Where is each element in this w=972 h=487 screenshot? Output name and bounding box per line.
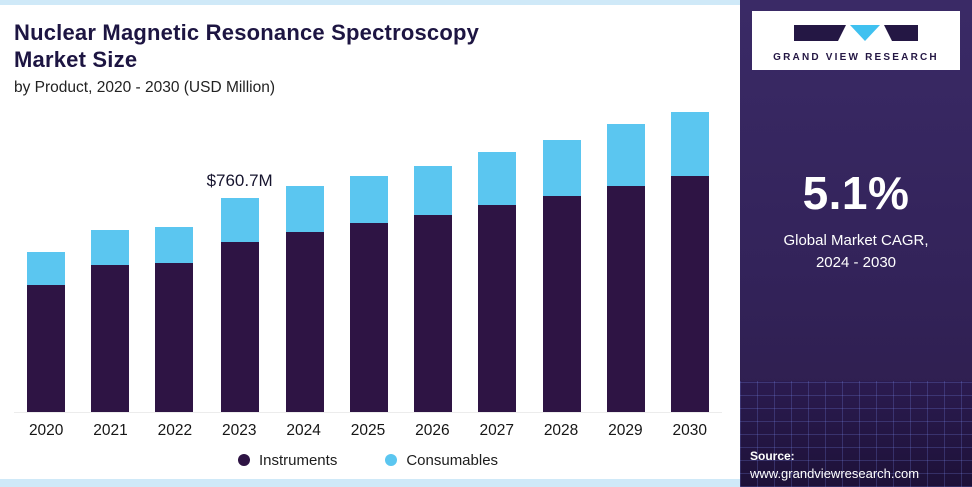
x-axis-label: 2020 [28, 421, 64, 439]
bar-column [529, 105, 593, 412]
cagr-label: Global Market CAGR, 2024 - 2030 [783, 230, 928, 274]
x-axis-label: 2023 [222, 421, 257, 439]
bar-column [337, 105, 401, 412]
x-axis-label: 2021 [93, 421, 128, 439]
x-axis-label: 2024 [286, 421, 321, 439]
bar-segment-consumables [91, 230, 130, 265]
legend-dot-icon [237, 454, 250, 467]
bar-column [465, 105, 529, 412]
brand-logo-text: GRAND VIEW RESEARCH [773, 52, 939, 63]
x-axis-label: 2025 [350, 421, 386, 439]
bar-segment-instruments [414, 215, 453, 412]
bar-segment-instruments [27, 285, 66, 412]
legend-dot-icon [385, 454, 398, 467]
chart-title-line-1: Nuclear Magnetic Resonance Spectroscopy [14, 20, 480, 45]
cagr-block: 5.1% Global Market CAGR, 2024 - 2030 [783, 166, 928, 274]
bar-column [78, 105, 142, 412]
bar-segment-consumables [478, 151, 517, 205]
x-axis-labels: 2020 2021 2022 2023 2024 2025 2026 2027 2028 2029… [14, 422, 722, 440]
cagr-label-line-1: Global Market CAGR, [783, 232, 929, 249]
brand-panel: GRAND VIEW RESEARCH 5.1% Global Market C… [740, 0, 972, 487]
bar-column [14, 105, 78, 412]
bar-segment-instruments [542, 195, 581, 412]
bar-column [594, 105, 658, 412]
x-axis-label: 2028 [543, 421, 579, 439]
globe-grid-decoration: Source: www.grandviewresearch.com [740, 381, 972, 487]
bar-segment-instruments [350, 223, 389, 412]
bar-segment-instruments [478, 204, 517, 412]
brand-logo: GRAND VIEW RESEARCH [752, 11, 960, 70]
bar-column [142, 105, 206, 412]
bar-segment-consumables [155, 227, 194, 263]
bar-column [658, 105, 722, 412]
bar-segment-consumables [542, 140, 581, 196]
chart-title: Nuclear Magnetic Resonance Spectroscopy … [14, 20, 722, 74]
bar-segment-consumables [414, 165, 453, 216]
bar-column [401, 105, 465, 412]
x-axis-label: 2030 [672, 421, 708, 439]
x-axis-label: 2026 [415, 421, 450, 439]
chart-panel: Nuclear Magnetic Resonance Spectroscopy … [0, 0, 740, 487]
legend-label: Instruments [258, 451, 338, 469]
bar-segment-consumables [350, 175, 389, 224]
brand-logo-icon [794, 25, 918, 41]
bar-segment-consumables [285, 186, 324, 233]
bar-column: $760.7M [207, 105, 273, 412]
source-label: Source: [750, 449, 795, 463]
cagr-label-line-2: 2024 - 2030 [815, 253, 897, 271]
x-axis-label: 2022 [157, 421, 193, 439]
legend-item-consumables: Consumables [385, 452, 498, 469]
bar-segment-instruments [670, 175, 709, 412]
cagr-value: 5.1% [802, 167, 910, 219]
bar-column [273, 105, 337, 412]
source-block: Source: www.grandviewresearch.com [750, 449, 919, 481]
chart-title-line-2: Market Size [14, 46, 138, 72]
bar-segment-instruments [155, 262, 194, 412]
bar-segment-consumables [606, 124, 645, 186]
bar-segment-consumables [27, 251, 66, 286]
bar-annotation: $760.7M [206, 170, 273, 190]
legend-label: Consumables [406, 451, 499, 469]
bar-segment-instruments [220, 242, 259, 412]
legend-item-instruments: Instruments [237, 451, 338, 469]
bar-segment-instruments [91, 264, 130, 412]
x-axis-label: 2029 [608, 421, 643, 439]
bar-segment-instruments [285, 232, 324, 412]
bar-segment-consumables [670, 111, 709, 176]
bar-segment-consumables [220, 197, 259, 243]
x-axis-label: 2027 [479, 421, 514, 439]
chart-subtitle: by Product, 2020 - 2030 (USD Million) [14, 78, 276, 96]
source-url: www.grandviewresearch.com [750, 466, 920, 481]
bars: $760.7M [14, 105, 722, 413]
bar-chart: $760.7M 2020 2021 2022 2023 2024 2025 2026 2027… [14, 105, 722, 469]
legend: Instruments Consumables [14, 452, 722, 469]
bar-segment-instruments [606, 185, 645, 412]
